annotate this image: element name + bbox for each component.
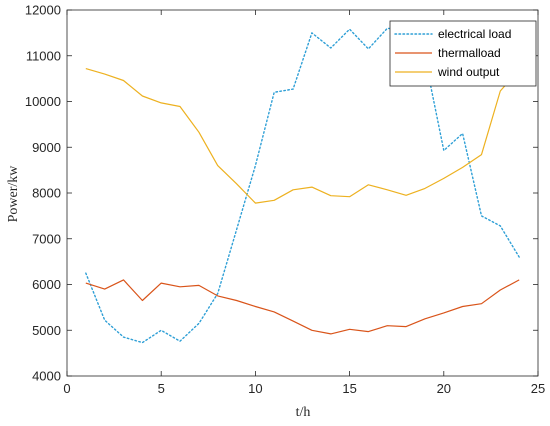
y-tick-label: 4000 — [32, 369, 61, 384]
y-tick-label: 12000 — [25, 3, 61, 18]
legend-label-2: wind output — [437, 65, 500, 79]
series-layer — [85, 27, 520, 344]
y-tick-label: 11000 — [26, 48, 61, 63]
legend: electrical load thermalload wind output — [389, 20, 537, 87]
x-tick-label: 5 — [158, 381, 165, 396]
series-line-1 — [85, 279, 520, 335]
axes-layer: 0 5 10 15 20 25 4000 5000 6000 7000 8000 9000 10000 1… — [25, 3, 545, 397]
legend-label-0: electrical load — [438, 27, 511, 41]
y-tick-label: 5000 — [32, 323, 61, 338]
y-tick-label: 6000 — [32, 277, 61, 292]
y-tick-label: 10000 — [25, 94, 61, 109]
x-axis-label: t/h — [296, 405, 311, 420]
x-tick-label: 10 — [248, 381, 262, 396]
x-tick-label: 0 — [63, 381, 70, 396]
legend-label-1: thermalload — [438, 46, 501, 60]
series-line-2 — [85, 68, 520, 204]
x-tick-label: 25 — [531, 381, 545, 396]
y-tick-label: 9000 — [32, 140, 61, 155]
x-tick-label: 15 — [342, 381, 356, 396]
y-tick-label: 7000 — [32, 231, 61, 246]
y-tick-label: 8000 — [32, 186, 61, 201]
x-tick-label: 20 — [437, 381, 451, 396]
y-axis-label: Power/kw — [6, 165, 21, 223]
series-line-0 — [85, 27, 520, 344]
